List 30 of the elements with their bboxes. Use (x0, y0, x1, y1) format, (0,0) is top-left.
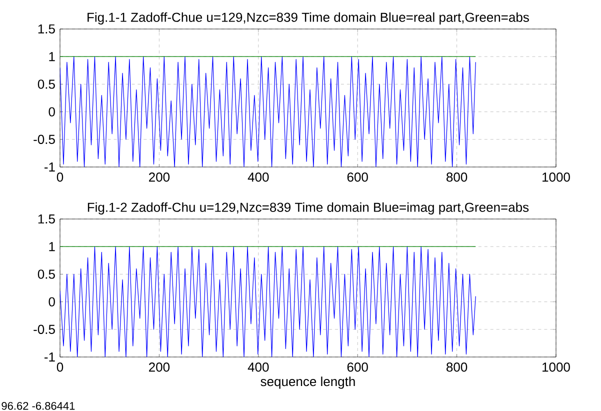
y-tick-label: 1.5 (38, 214, 55, 224)
y-tick-label: 0.5 (38, 80, 55, 89)
chart-title: Fig.1-2 Zadoff-Chu u=129,Nzc=839 Time domain Blue=imag part,Green=abs (88, 202, 529, 214)
y-tick-label: -1 (44, 162, 55, 172)
x-tick-label: 200 (149, 172, 170, 182)
y-tick-label: 0 (48, 107, 55, 116)
x-tick-label: 600 (347, 172, 368, 182)
y-tick-label: -1 (44, 352, 55, 362)
x-tick-label: 400 (248, 362, 269, 372)
line-series (60, 246, 476, 357)
y-tick-label: 0 (48, 297, 55, 306)
x-tick-label: 800 (446, 362, 468, 372)
x-tick-label: 1000 (542, 172, 570, 182)
y-tick-label: -0.5 (34, 134, 55, 144)
x-axis-title: sequence length (260, 376, 355, 389)
x-tick-label: 800 (446, 172, 468, 182)
y-tick-label: 0.5 (38, 270, 55, 279)
line-series (60, 56, 476, 167)
x-tick-label: 600 (347, 362, 368, 372)
x-tick-label: 400 (248, 172, 269, 182)
text: 96.62 -6.86441 (2, 402, 75, 410)
y-tick-label: 1.5 (38, 24, 55, 34)
x-tick-label: 1000 (542, 362, 570, 372)
x-tick-label: 0 (56, 362, 64, 372)
x-tick-label: 0 (56, 172, 64, 182)
y-tick-label: 1 (49, 52, 55, 62)
chart-title: Fig.1-1 Zadoff-Chue u=129,Nzc=839 Time domain Blue=real part,Green=abs (88, 12, 529, 24)
y-tick-label: -0.5 (34, 324, 55, 334)
x-tick-label: 200 (149, 362, 170, 372)
y-tick-label: 1 (49, 242, 55, 252)
